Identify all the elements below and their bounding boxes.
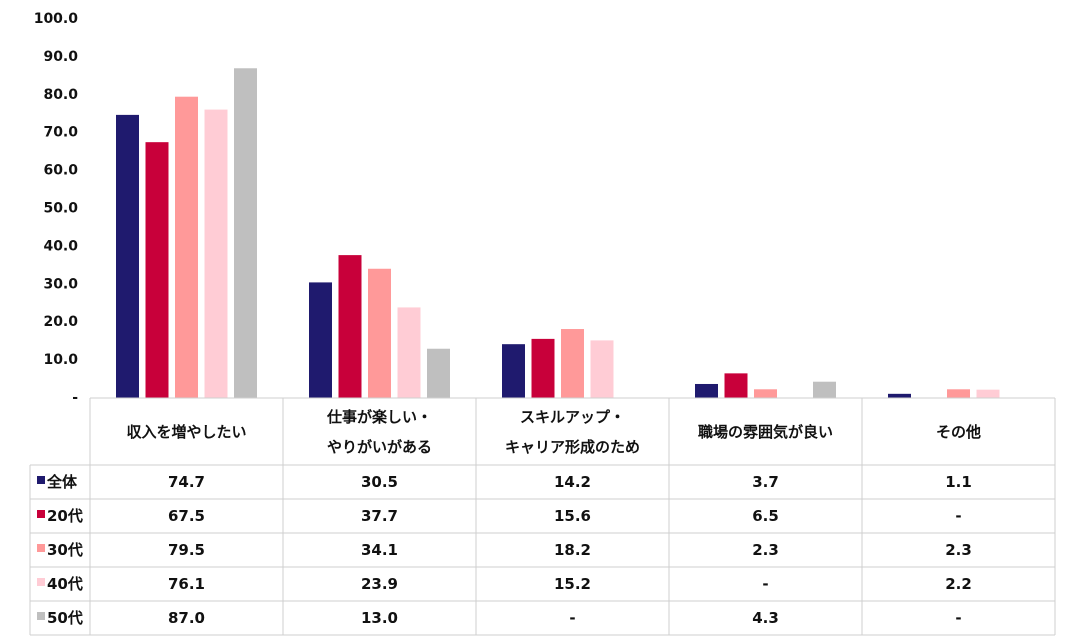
table-value: 4.3 — [752, 609, 779, 627]
category-label: 仕事が楽しい・ やりがいがある — [326, 407, 432, 456]
legend-marker — [37, 510, 45, 518]
y-tick-label: 100.0 — [34, 11, 79, 27]
table-value: 76.1 — [167, 575, 205, 593]
table-value: 74.7 — [167, 473, 205, 491]
y-tick-label: 90.0 — [43, 49, 78, 65]
y-tick-label: 40.0 — [43, 238, 78, 254]
y-tick-label: - — [72, 390, 78, 406]
bar — [175, 96, 198, 398]
table-value: 3.7 — [752, 473, 779, 491]
legend-marker — [37, 476, 45, 484]
legend-marker — [37, 578, 45, 586]
table-value: 2.2 — [945, 575, 972, 593]
bar — [947, 389, 970, 398]
legend-label: 全体 — [47, 473, 78, 491]
bar — [888, 393, 911, 398]
legend-label: 40代 — [47, 575, 83, 593]
y-tick-label: 70.0 — [43, 125, 78, 141]
bar — [561, 329, 584, 398]
table-value: 79.5 — [167, 541, 205, 559]
bar — [145, 142, 169, 398]
table-value: 34.1 — [360, 541, 398, 559]
bar — [234, 68, 257, 399]
table-value: 15.6 — [553, 507, 591, 525]
table-value: - — [955, 507, 962, 525]
table-value: 2.3 — [752, 541, 779, 559]
category-label: 職場の雰囲気が良い — [697, 422, 833, 441]
table-value: 18.2 — [553, 541, 591, 559]
table-value: - — [762, 575, 769, 593]
bar — [724, 373, 748, 398]
bar — [204, 109, 228, 399]
legend-label: 20代 — [47, 507, 83, 525]
table-value: 13.0 — [360, 609, 398, 627]
category-label: スキルアップ・ キャリア形成のため — [504, 407, 640, 456]
bar — [695, 383, 718, 398]
bar — [502, 344, 525, 398]
bar — [116, 114, 139, 399]
table-value: 6.5 — [752, 507, 779, 525]
bar — [590, 340, 614, 398]
legend-label: 30代 — [47, 541, 83, 559]
table-value: - — [569, 609, 576, 627]
bar — [338, 255, 362, 398]
table-value: 30.5 — [360, 473, 398, 491]
y-tick-label: 50.0 — [43, 201, 78, 217]
table-value: 67.5 — [167, 507, 205, 525]
table-value: 15.2 — [553, 575, 591, 593]
y-tick-label: 20.0 — [43, 314, 78, 330]
bar — [368, 268, 391, 398]
table-value: 1.1 — [945, 473, 972, 491]
legend-marker — [37, 612, 45, 620]
table-value: 37.7 — [360, 507, 398, 525]
table-value: 14.2 — [553, 473, 591, 491]
y-tick-label: 60.0 — [43, 163, 78, 179]
bar — [531, 338, 555, 398]
bar — [427, 348, 450, 398]
bar — [397, 307, 421, 398]
table-value: 2.3 — [945, 541, 972, 559]
bar — [976, 389, 1000, 398]
category-label: その他 — [935, 422, 981, 441]
table-value: 87.0 — [167, 609, 205, 627]
y-tick-label: 80.0 — [43, 87, 78, 103]
bar — [813, 381, 836, 398]
bar — [754, 389, 777, 398]
legend-label: 50代 — [47, 609, 83, 627]
y-tick-label: 30.0 — [43, 276, 78, 292]
table-value: 23.9 — [360, 575, 398, 593]
legend-marker — [37, 544, 45, 552]
y-tick-label: 10.0 — [43, 352, 78, 368]
bar — [309, 282, 332, 398]
table-value: - — [955, 609, 962, 627]
category-label: 収入を増やしたい — [126, 422, 247, 441]
